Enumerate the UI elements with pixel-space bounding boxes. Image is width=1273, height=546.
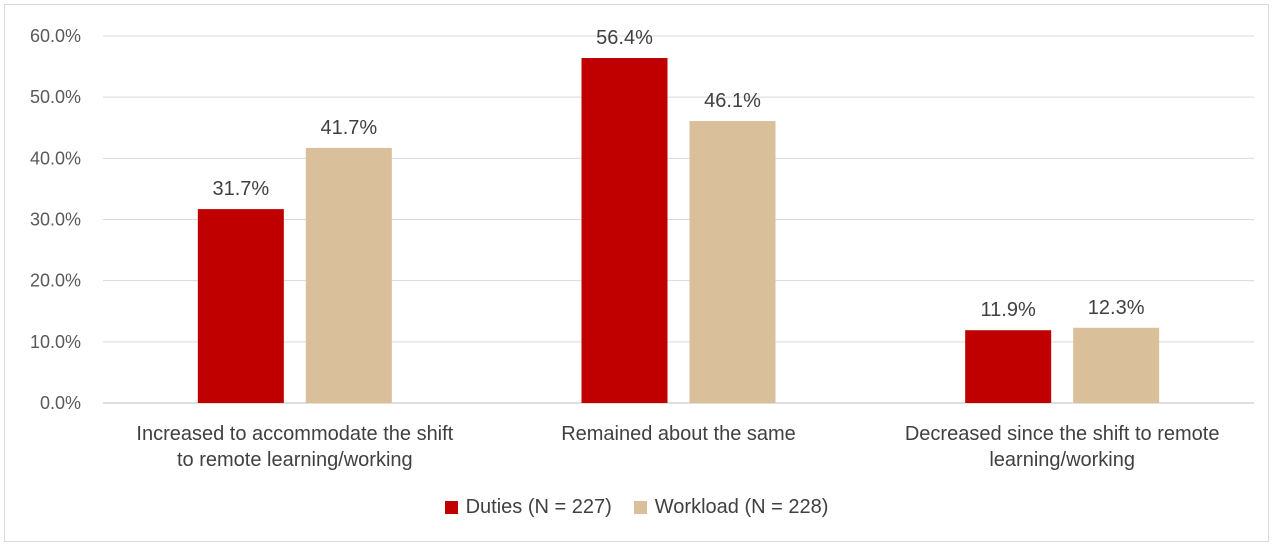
bar-duties <box>581 58 668 404</box>
data-label: 31.7% <box>212 178 269 200</box>
x-category-label: learning/working <box>989 449 1135 471</box>
x-category-label: Decreased since the shift to remote <box>905 423 1220 445</box>
data-label: 46.1% <box>704 90 761 112</box>
data-label: 11.9% <box>981 299 1036 321</box>
bar-workload <box>1073 327 1160 403</box>
data-label: 56.4% <box>596 27 653 49</box>
legend: Duties (N = 227) Workload (N = 228) <box>0 496 1273 519</box>
x-category-label: to remote learning/working <box>177 449 413 471</box>
data-label: 12.3% <box>1088 297 1145 319</box>
y-tick-label: 20.0% <box>30 271 81 291</box>
bar-workload <box>305 147 392 403</box>
y-tick-label: 30.0% <box>30 210 81 230</box>
legend-swatch-workload <box>633 501 647 514</box>
y-tick-label: 50.0% <box>30 87 81 107</box>
x-category-label: Increased to accommodate the shift <box>136 423 453 445</box>
bar-duties <box>965 330 1052 403</box>
y-tick-label: 10.0% <box>30 332 81 352</box>
y-tick-label: 0.0% <box>40 393 81 413</box>
y-tick-label: 60.0% <box>30 26 81 46</box>
data-label: 41.7% <box>320 117 377 139</box>
y-tick-label: 40.0% <box>30 148 81 168</box>
legend-label-duties: Duties (N = 227) <box>465 496 612 518</box>
legend-label-workload: Workload (N = 228) <box>654 496 829 518</box>
x-category-label: Remained about the same <box>561 423 796 445</box>
legend-swatch-duties <box>444 501 458 514</box>
legend-item-duties: Duties (N = 227) <box>444 496 612 519</box>
legend-item-workload: Workload (N = 228) <box>633 496 829 519</box>
bar-workload <box>689 121 776 403</box>
bar-duties <box>197 209 284 403</box>
